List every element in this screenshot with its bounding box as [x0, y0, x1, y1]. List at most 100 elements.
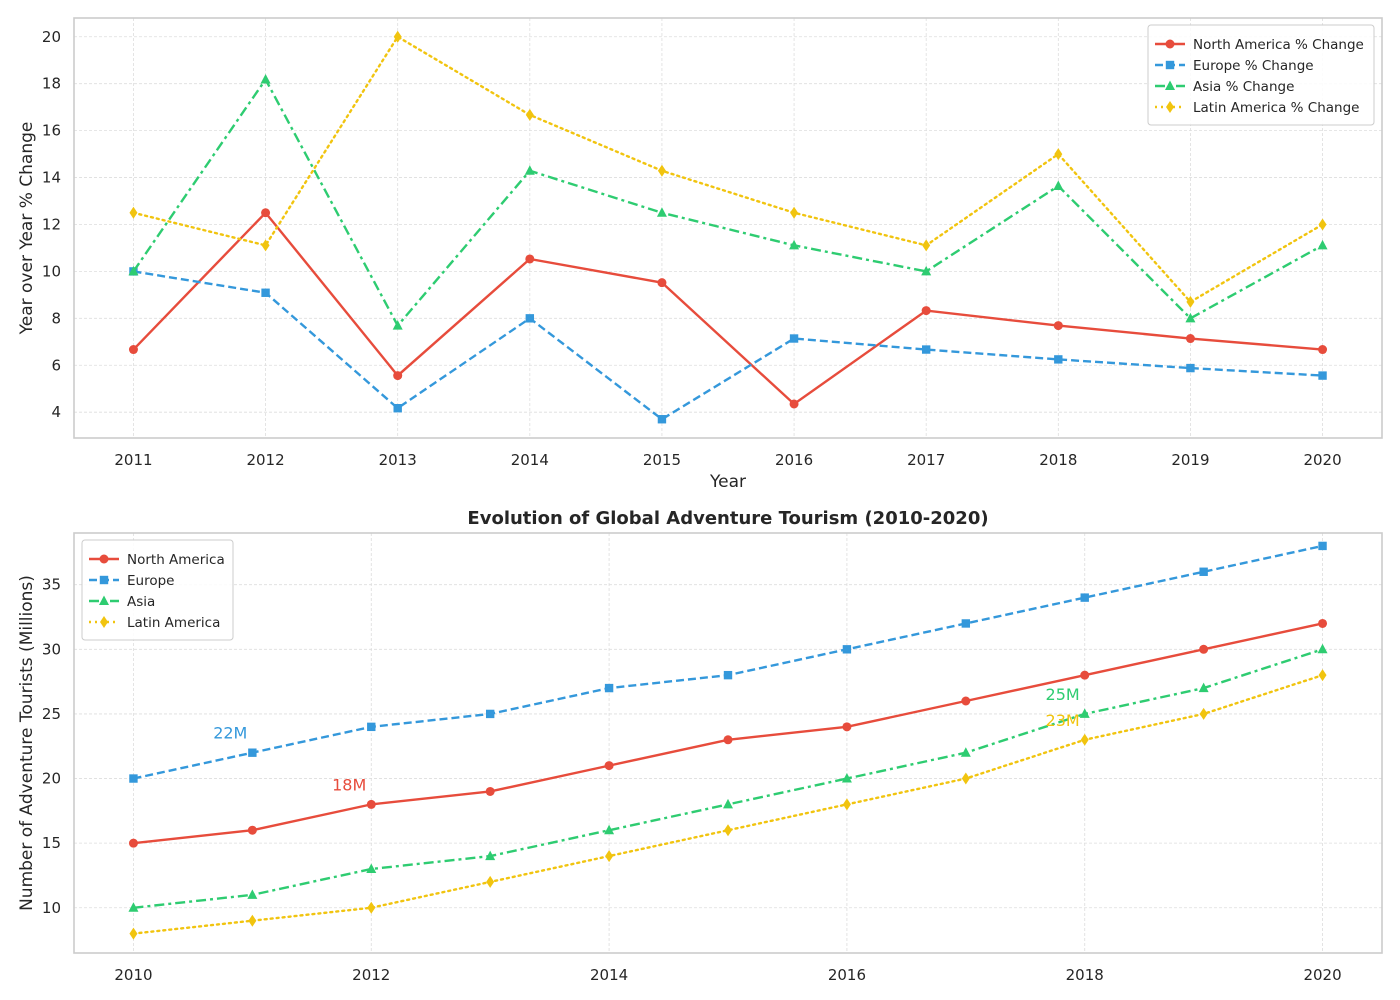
data-point	[486, 875, 495, 888]
y-tick-label: 18	[42, 75, 61, 93]
y-tick-label: 10	[42, 899, 61, 917]
y-tick-label: 35	[42, 576, 61, 594]
y-tick-label: 15	[42, 834, 61, 852]
data-point	[961, 619, 971, 628]
x-axis-label: Year	[709, 472, 746, 492]
series-latin-america	[129, 669, 1327, 940]
legend-item: Latin America	[89, 615, 220, 631]
legend-label: North America	[127, 552, 225, 568]
x-tick-label: 2013	[379, 451, 417, 469]
data-point	[842, 722, 852, 732]
data-point	[129, 927, 138, 940]
legend-label: North America % Change	[1193, 37, 1364, 53]
data-point	[921, 265, 932, 276]
y-tick-label: 8	[51, 309, 61, 327]
legend-label: Asia % Change	[1193, 79, 1294, 95]
data-point	[261, 239, 270, 252]
data-point	[604, 761, 614, 771]
data-point	[790, 206, 799, 219]
series-asia-change	[128, 73, 1328, 330]
data-point	[789, 334, 799, 343]
x-tick-label: 2016	[828, 966, 866, 984]
data-point	[842, 798, 851, 811]
data-point	[657, 164, 666, 177]
data-point	[128, 265, 139, 276]
data-point	[1185, 334, 1195, 344]
y-tick-label: 20	[42, 770, 61, 788]
data-point	[129, 774, 138, 783]
data-point	[1318, 541, 1327, 551]
data-annotation: 23M	[1046, 711, 1080, 730]
data-point	[1318, 618, 1328, 628]
series-europe-change	[129, 267, 1327, 424]
data-point	[842, 645, 852, 654]
data-point	[1318, 218, 1327, 231]
legend-label: Europe % Change	[1193, 58, 1314, 74]
data-point	[1318, 669, 1327, 682]
data-point	[1185, 312, 1196, 323]
y-tick-label: 6	[51, 356, 61, 374]
data-point	[1186, 295, 1195, 308]
data-point	[128, 838, 138, 848]
chart-title: Evolution of Global Adventure Tourism (2…	[467, 508, 988, 529]
data-point	[1199, 567, 1208, 576]
legend-item: Europe % Change	[1155, 58, 1314, 74]
data-point	[1054, 355, 1063, 364]
y-axis-label: Number of Adventure Tourists (Millions)	[17, 575, 37, 911]
data-point	[1318, 371, 1327, 380]
data-annotation: 22M	[213, 724, 247, 743]
data-point	[366, 799, 376, 809]
legend-marker	[99, 554, 109, 564]
legend-marker	[1165, 39, 1175, 49]
data-point	[1079, 708, 1090, 718]
x-tick-label: 2012	[352, 966, 390, 984]
legend-item: Latin America % Change	[1155, 100, 1359, 116]
data-point	[960, 747, 971, 757]
x-tick-label: 2014	[511, 451, 549, 469]
data-point	[485, 709, 495, 719]
data-point	[129, 206, 138, 219]
legend-item: North America	[89, 552, 225, 568]
data-point	[789, 399, 799, 409]
series-line	[132, 77, 1324, 328]
data-point	[366, 863, 377, 873]
data-point	[723, 670, 733, 680]
series-latin-america-change	[129, 30, 1327, 308]
legend-box	[1147, 24, 1375, 126]
legend-item: North America % Change	[1155, 37, 1364, 53]
data-point	[1318, 345, 1328, 355]
series-line	[132, 210, 1323, 406]
data-point	[1199, 707, 1208, 720]
y-tick-label: 10	[42, 262, 61, 280]
series-line	[132, 673, 1324, 935]
tourist-count-chart: 2010 2012 2014 2016 2018 2020 10 15 20 25 30 35 22M…	[17, 508, 1383, 984]
data-point	[789, 239, 800, 250]
data-point	[247, 889, 258, 899]
data-annotation: 25M	[1046, 685, 1080, 704]
data-point	[1054, 148, 1063, 161]
data-point	[367, 722, 376, 732]
legend-marker	[100, 616, 108, 628]
data-point	[1053, 180, 1064, 190]
data-point	[1053, 321, 1063, 331]
x-tick-label: 2017	[907, 451, 945, 469]
legend-marker	[99, 575, 109, 585]
data-point	[723, 798, 733, 809]
y-axis-label: Year over Year % Change	[17, 122, 37, 336]
data-point	[604, 824, 615, 835]
x-tick-label: 2020	[1303, 451, 1341, 469]
legend-label: Europe	[127, 573, 174, 589]
data-annotation: 18M	[332, 775, 366, 794]
legend-item: Europe	[89, 573, 174, 589]
y-tick-label: 12	[42, 215, 61, 233]
data-point	[393, 371, 403, 381]
series-europe	[129, 541, 1327, 783]
x-tick-label: 2018	[1066, 966, 1104, 984]
data-point	[656, 207, 667, 217]
series-asia	[128, 643, 1328, 912]
plot-frame	[73, 17, 1383, 439]
y-tick-label: 30	[42, 640, 61, 658]
legend-item: Asia % Change	[1155, 79, 1294, 95]
data-point	[128, 345, 138, 355]
